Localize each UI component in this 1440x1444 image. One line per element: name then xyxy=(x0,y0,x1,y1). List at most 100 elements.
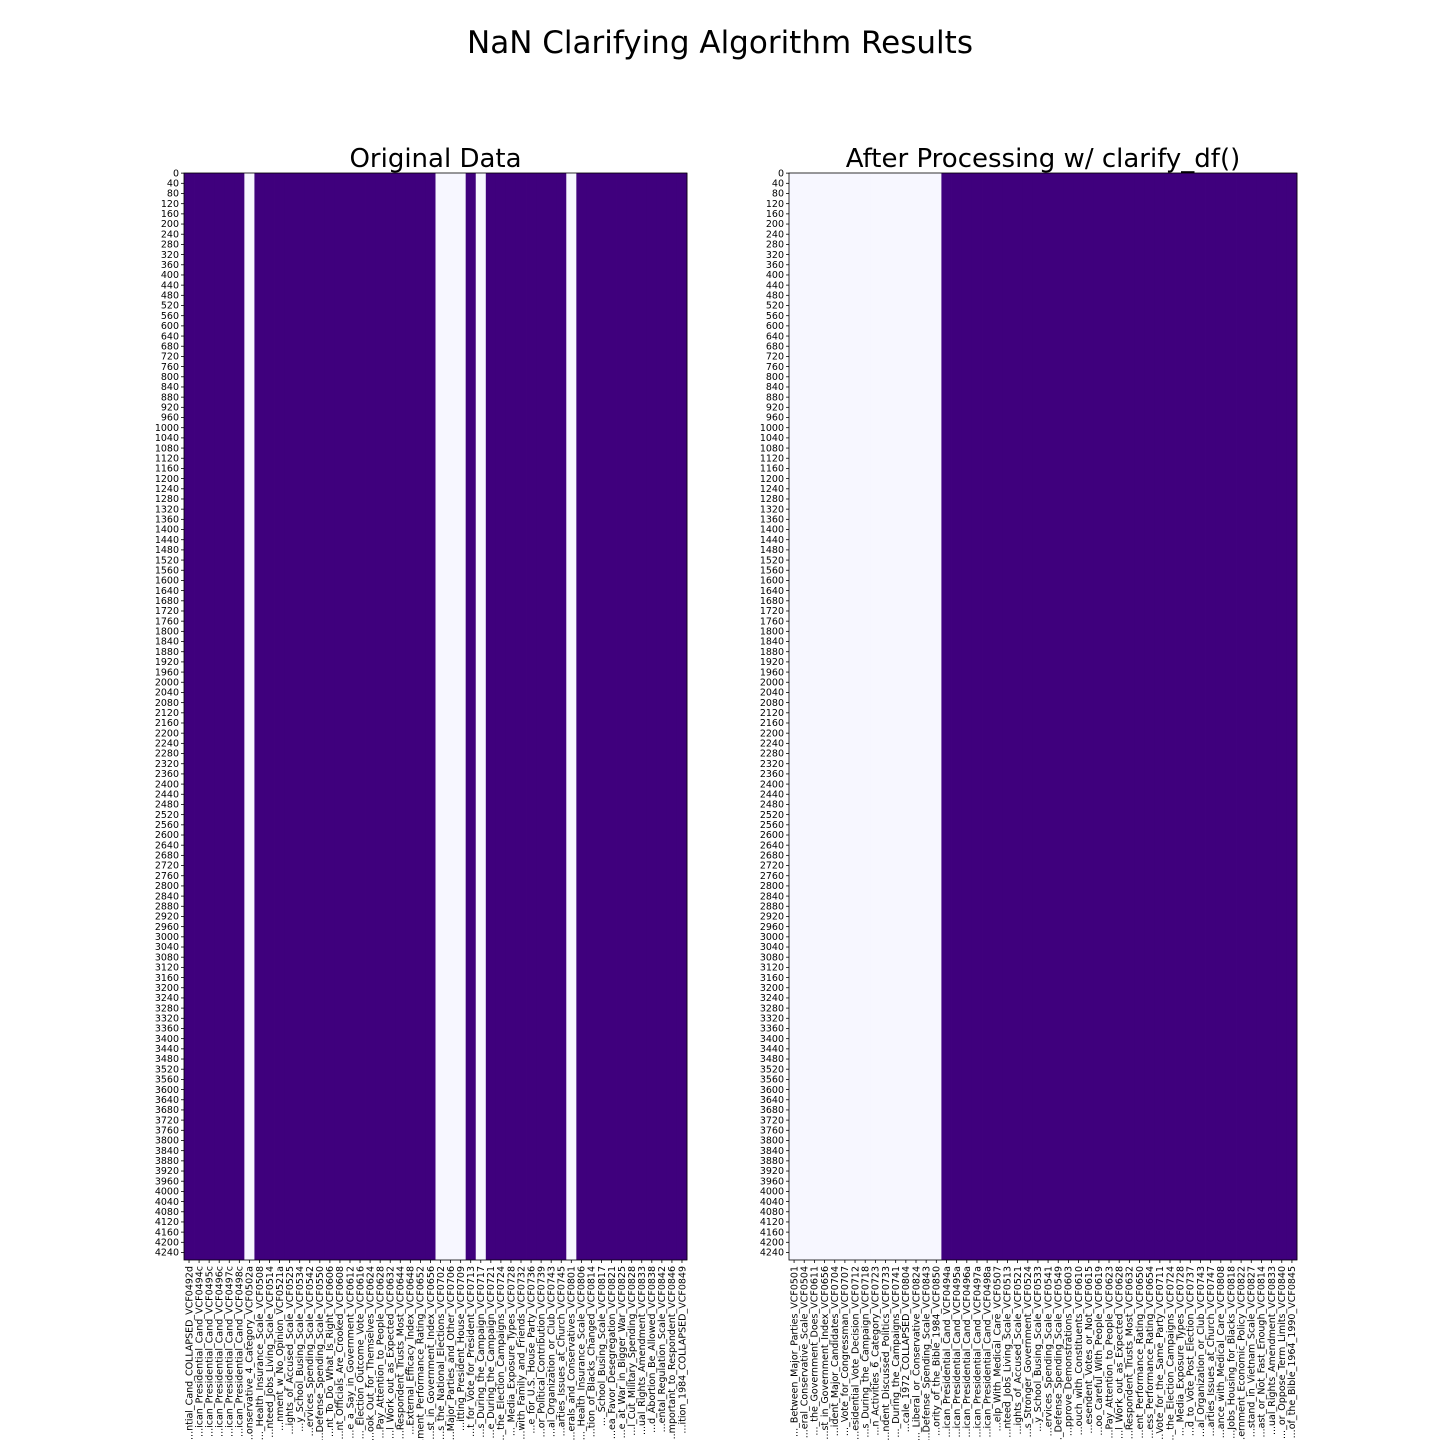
x-tick-label: ...Vote_for_the_Same_Party_VCF0711 xyxy=(1155,1266,1166,1440)
y-tick-label: 440 xyxy=(766,280,784,291)
x-tick-label: ...esendent_Votes_or_Not_VCF0615 xyxy=(1084,1266,1095,1434)
y-tick-label: 3600 xyxy=(760,1085,784,1096)
y-tick-label: 2040 xyxy=(155,688,179,699)
y-tick-label: 3240 xyxy=(760,993,784,1004)
y-tick-label: 240 xyxy=(766,229,784,240)
heatmap-column xyxy=(1205,173,1217,1260)
y-tick-label: 3360 xyxy=(155,1024,179,1035)
y-tick-label: 400 xyxy=(161,270,179,281)
heatmap-column xyxy=(1266,173,1278,1260)
heatmap-column xyxy=(485,173,497,1260)
x-tick-label: ...Respondent_Trusts_Most_VCF0632 xyxy=(1125,1266,1136,1439)
y-tick-label: 1760 xyxy=(155,616,179,627)
y-tick-label: 3800 xyxy=(155,1136,179,1147)
x-tick-label: ..._Election_Outcome_Vote_VCF0616 xyxy=(355,1266,366,1439)
figure-title: NaN Clarifying Algorithm Results xyxy=(467,25,973,61)
y-tick-label: 4160 xyxy=(760,1227,784,1238)
y-tick-label: 2080 xyxy=(155,698,179,709)
y-tick-label: 3560 xyxy=(155,1075,179,1086)
y-tick-label: 3280 xyxy=(155,1003,179,1014)
heatmap-column xyxy=(676,173,688,1260)
heatmap-column xyxy=(1032,173,1044,1260)
y-tick-label: 2840 xyxy=(760,891,784,902)
y-tick-label: 3920 xyxy=(760,1166,784,1177)
y-tick-label: 1680 xyxy=(155,596,179,607)
x-tick-label: ...l_Work_out_as_Expected_VCF0628 xyxy=(1115,1266,1126,1439)
y-tick-label: 3960 xyxy=(155,1176,179,1187)
x-tick-label: ..._or_Oppose_Term_Limits_VCF0840 xyxy=(1277,1266,1288,1439)
y-tick-label: 3760 xyxy=(155,1125,179,1136)
x-tick-label: ...s_During_the_Campaign_VCF0717 xyxy=(476,1266,487,1438)
y-tick-label: 1880 xyxy=(760,647,784,658)
y-tick-label: 1960 xyxy=(760,667,784,678)
y-tick-label: 1360 xyxy=(760,515,784,526)
y-tick-label: 640 xyxy=(161,331,179,342)
y-tick-label: 160 xyxy=(766,209,784,220)
heatmap-column xyxy=(1256,173,1267,1260)
y-tick-label: 80 xyxy=(167,189,179,200)
heatmap-column xyxy=(1236,173,1247,1260)
y-tick-label: 4080 xyxy=(760,1207,784,1218)
x-tick-label: ...al_Organization_or_Club_VCF0743 xyxy=(546,1266,557,1437)
x-tick-label: ...ican_Presidential_Cand_VCF0494a xyxy=(942,1266,953,1438)
heatmap-column xyxy=(789,173,800,1260)
heatmap-column xyxy=(526,173,537,1260)
heatmap-column xyxy=(799,173,810,1260)
y-tick-label: 1320 xyxy=(155,504,179,515)
x-tick-label: ...ority_of_the_Bible_1984_VCF0850 xyxy=(932,1266,943,1436)
y-tick-label: 4000 xyxy=(155,1187,179,1198)
x-tick-label: ...ights_of_Accused_Scale_VCF0525 xyxy=(285,1266,296,1435)
x-tick-label: ...ual_Rights_Amendment_VCF0833 xyxy=(637,1266,648,1435)
heatmap-column xyxy=(425,173,436,1260)
x-tick-label: ...ea_Favor_Desegregation_VCF0821 xyxy=(607,1266,618,1439)
y-tick-label: 1480 xyxy=(760,545,784,556)
x-tick-label: ...ook_Out_for_Themselves_VCF0624 xyxy=(365,1266,376,1440)
heatmap-column xyxy=(224,173,235,1260)
heatmap-column xyxy=(1175,173,1186,1260)
x-tick-label: ...with_Family_and_Friends_VCF0732 xyxy=(516,1266,527,1440)
x-tick-label: ...External_Efficacy_Index_VCF0648 xyxy=(406,1266,417,1435)
y-tick-label: 2280 xyxy=(760,749,784,760)
y-tick-label: 4120 xyxy=(760,1217,784,1228)
x-tick-label: ...s_the_National_Elections_VCF0702 xyxy=(436,1266,447,1440)
y-tick-label: 80 xyxy=(772,189,784,200)
heatmap-column xyxy=(860,173,871,1260)
y-tick-label: 2920 xyxy=(155,912,179,923)
panel-original: Original Data040801201602002402803203604… xyxy=(155,144,688,1444)
x-tick-label: ...e_for_U.S._House_Party_VCF0736 xyxy=(526,1266,537,1434)
y-tick-label: 3200 xyxy=(760,983,784,994)
heatmap-column xyxy=(961,173,973,1260)
y-tick-label: 1800 xyxy=(155,627,179,638)
x-tick-label: ...ican_Presidential_Cand_VCF0498a xyxy=(982,1266,993,1438)
x-tick-label: ...al_Organization_or_Club_VCF0743 xyxy=(1196,1266,1207,1437)
heatmap-column xyxy=(536,173,547,1260)
heatmap-column xyxy=(304,173,316,1260)
y-tick-label: 840 xyxy=(766,382,784,393)
y-tick-label: 2400 xyxy=(155,779,179,790)
y-tick-label: 40 xyxy=(167,179,179,190)
y-tick-label: 1040 xyxy=(155,433,179,444)
heatmap-column xyxy=(1164,173,1176,1260)
y-tick-label: 3000 xyxy=(760,932,784,943)
y-tick-label: 1720 xyxy=(760,606,784,617)
x-tick-label: ...n_Activities_6_Category_VCF0723 xyxy=(871,1266,882,1436)
heatmap-column xyxy=(606,173,617,1260)
heatmap-column xyxy=(314,173,326,1260)
y-tick-label: 1640 xyxy=(760,586,784,597)
x-tick-label: ..._the_Election_Campaigns_VCF0724 xyxy=(496,1266,507,1440)
heatmap-column xyxy=(576,173,587,1260)
y-tick-label: 3400 xyxy=(760,1034,784,1045)
heatmap-column xyxy=(646,173,658,1260)
x-tick-label: ...ervices_Spending_Scale_VCF0541 xyxy=(1043,1266,1054,1436)
y-tick-label: 3840 xyxy=(155,1146,179,1157)
x-tick-label: ...s_Stronger_Government_VCF0524 xyxy=(1023,1266,1034,1437)
heatmap-column xyxy=(214,173,225,1260)
x-tick-label: ...ual_Rights_Amendment_VCF0833 xyxy=(1267,1266,1278,1435)
heatmap-column xyxy=(1185,173,1196,1260)
y-tick-label: 1440 xyxy=(155,535,179,546)
y-tick-label: 1560 xyxy=(760,565,784,576)
y-tick-label: 1000 xyxy=(155,423,179,434)
x-tick-label: ..._Health_Insurance_Scale_VCF0508 xyxy=(255,1266,266,1440)
y-tick-label: 1640 xyxy=(155,586,179,597)
